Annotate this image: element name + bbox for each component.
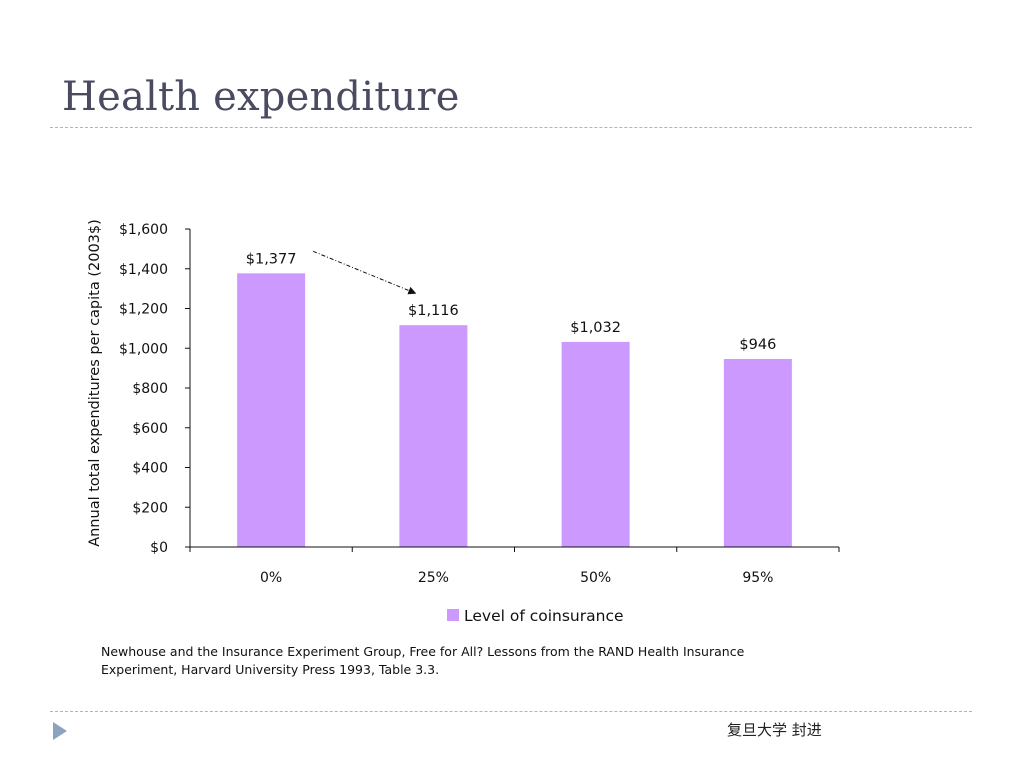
source-line-1: Newhouse and the Insurance Experiment Gr… [101, 644, 745, 659]
x-tick-label: 50% [580, 570, 611, 586]
y-tick-label: $800 [132, 381, 168, 397]
source-citation: Newhouse and the Insurance Experiment Gr… [101, 643, 881, 679]
data-label: $1,032 [570, 320, 621, 336]
y-tick-label: $0 [150, 540, 168, 556]
title-divider [50, 127, 972, 128]
data-label: $1,116 [408, 303, 459, 319]
bar-25pct [399, 325, 468, 547]
y-tick-label: $1,400 [119, 262, 168, 278]
y-tick-label: $200 [132, 500, 168, 516]
y-tick-label: $1,000 [119, 341, 168, 357]
y-tick-label: $1,600 [119, 222, 168, 238]
bar-95pct [723, 358, 792, 547]
data-label: $1,377 [246, 251, 297, 267]
x-tick-label: 0% [260, 570, 282, 586]
y-tick-label: $400 [132, 461, 168, 477]
bar-50pct [561, 341, 630, 547]
y-axis-label: Annual total expenditures per capita (20… [87, 219, 103, 547]
y-tick-label: $1,200 [119, 302, 168, 318]
footer-author: 复旦大学 封进 [727, 721, 822, 739]
bar-0pct [237, 273, 306, 547]
annotation-arrow [312, 250, 417, 295]
slide-title: Health expenditure [62, 74, 460, 120]
bar-chart: $0 $200 $400 $600 $800 $1,000 $1,200 $1,400 $1,6… [87, 219, 840, 625]
legend-swatch [447, 609, 459, 621]
x-tick-label: 25% [418, 570, 449, 586]
data-label: $946 [739, 337, 776, 353]
y-tick-label: $600 [132, 421, 168, 437]
source-line-2: Experiment, Harvard University Press 199… [101, 662, 440, 677]
legend-label: Level of coinsurance [464, 607, 624, 625]
x-tick-label: 95% [742, 570, 773, 586]
footer-divider [50, 711, 972, 712]
play-triangle-icon[interactable] [53, 722, 67, 740]
